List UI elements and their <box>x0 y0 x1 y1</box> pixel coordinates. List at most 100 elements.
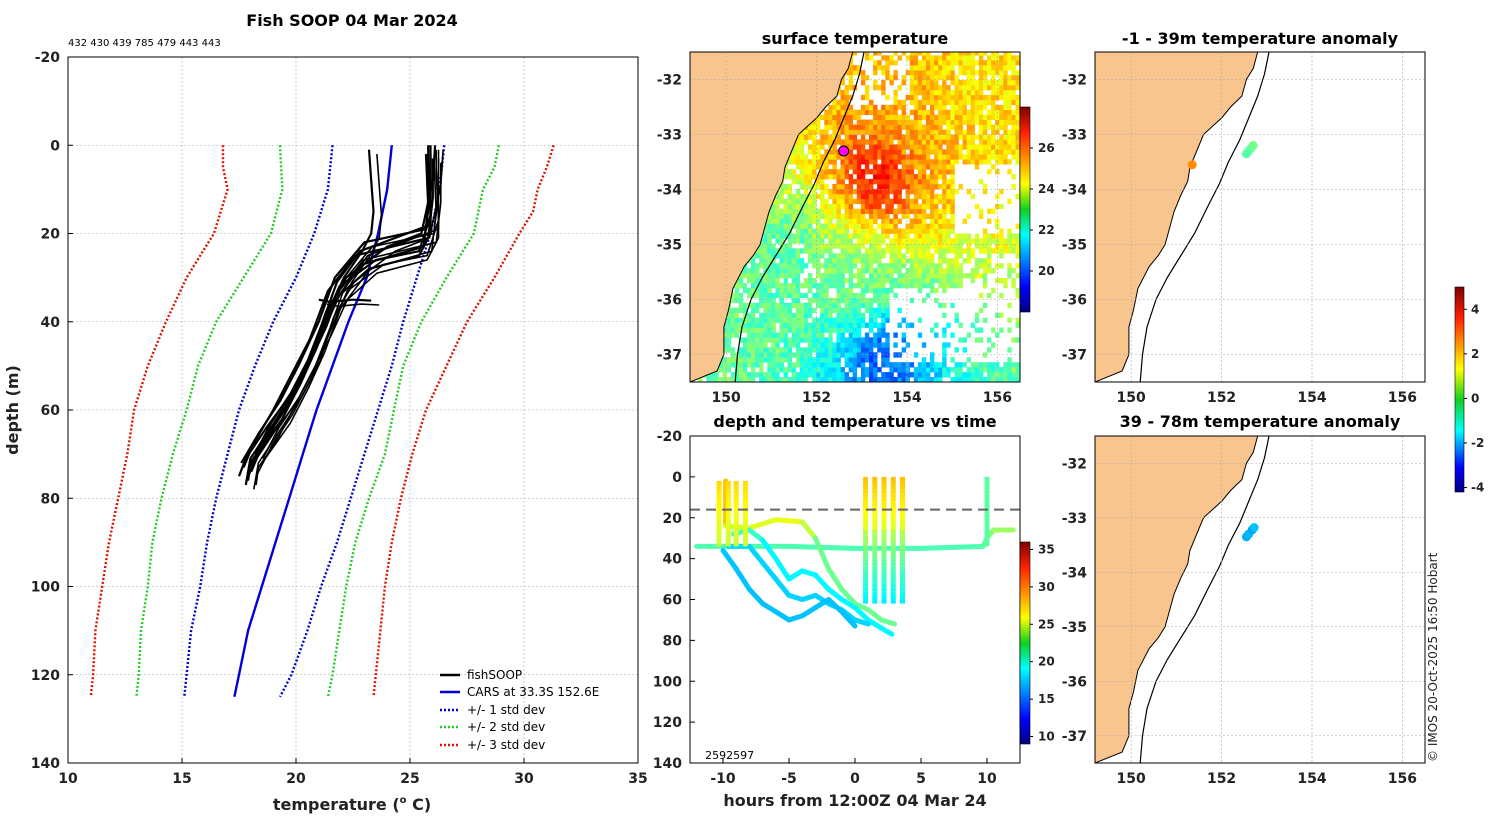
sst-cell <box>856 233 862 239</box>
sst-cell <box>836 109 841 115</box>
sst-cell <box>791 352 797 358</box>
sst-cell <box>759 377 764 382</box>
sst-cell <box>881 65 886 71</box>
sst-cell <box>962 52 967 56</box>
sst-cell <box>836 253 841 259</box>
sst-cell <box>999 94 1004 101</box>
sst-cell <box>836 302 841 309</box>
sst-cell <box>930 99 935 106</box>
sst-cell <box>791 218 797 224</box>
sst-cell <box>913 89 919 96</box>
sst-cell <box>930 94 935 101</box>
sst-cell <box>877 60 882 66</box>
sst-cell <box>824 248 829 254</box>
sst-cell <box>844 377 849 382</box>
td-data <box>690 476 1020 637</box>
sst-cell <box>873 174 878 180</box>
sst-cell <box>962 65 967 71</box>
sst-cell <box>905 124 910 130</box>
sst-cell <box>917 263 923 269</box>
sst-cell <box>958 119 963 125</box>
sst-cell <box>1011 283 1016 289</box>
sst-cell <box>893 134 898 140</box>
sst-cell <box>860 297 866 304</box>
sst-cell <box>934 89 939 96</box>
sst-cell <box>755 357 760 363</box>
sst-cell <box>759 342 764 348</box>
sst-cell <box>738 302 744 309</box>
sst-cell <box>848 362 854 368</box>
sst-cell <box>958 129 963 135</box>
sst-cell <box>946 65 951 71</box>
sst-cell <box>999 372 1004 378</box>
sst-cell <box>751 312 756 318</box>
sst-cell <box>921 253 927 259</box>
td-annotation: 2592597 <box>705 749 754 762</box>
sst-cell <box>873 149 878 155</box>
sst-cell <box>836 193 841 200</box>
sst-cell <box>718 377 723 382</box>
sst-cell <box>954 248 959 254</box>
sst-cell <box>852 198 858 205</box>
sst-cell <box>848 149 854 155</box>
sst-cell <box>970 129 976 135</box>
sst-cell <box>901 238 906 244</box>
sst-cell <box>844 169 849 175</box>
sst-cell <box>934 263 939 269</box>
sst-cell <box>958 94 963 101</box>
sst-cell <box>873 139 878 145</box>
sst-cell <box>722 367 727 373</box>
sst-cell <box>1015 70 1020 76</box>
sst-cell <box>970 65 976 71</box>
sst-cell <box>836 174 841 180</box>
sst-cell <box>901 283 906 289</box>
sst-cell <box>942 94 947 101</box>
sst-cell <box>791 332 797 338</box>
sst-cell <box>958 367 963 373</box>
sst-cell <box>901 184 906 190</box>
sst-cell <box>714 377 719 382</box>
sst-cell <box>812 332 817 338</box>
sst-cell <box>779 287 784 294</box>
sst-cell <box>734 372 740 378</box>
sst-cell <box>873 273 878 279</box>
sst-cell <box>864 307 870 313</box>
sst-cell <box>799 258 805 264</box>
sst-cell <box>852 347 858 353</box>
sst-cell <box>946 233 951 239</box>
sst-cell <box>926 223 931 229</box>
sst-cell <box>889 144 894 150</box>
sst-cell <box>836 228 841 234</box>
sst-cell <box>999 159 1004 165</box>
sst-cell <box>885 179 890 185</box>
sst-cell <box>954 144 959 150</box>
sst-cell <box>820 357 825 363</box>
sst-cell <box>897 228 902 234</box>
sst-cell <box>926 179 931 185</box>
sst-cell <box>869 228 874 234</box>
sst-cell <box>946 89 951 96</box>
sst-cell <box>795 292 801 299</box>
sst-cell <box>1003 75 1008 81</box>
sst-cell <box>767 287 772 294</box>
sst-cell <box>852 139 858 145</box>
sst-cell <box>938 273 943 279</box>
sst-cell <box>958 238 963 244</box>
sst-cell <box>877 307 882 313</box>
sst-cell <box>881 332 886 338</box>
sst-cell <box>950 198 955 205</box>
sst-cell <box>974 99 980 106</box>
sst-cell <box>759 302 764 309</box>
sst-cell <box>763 352 768 358</box>
sst-cell <box>738 367 744 373</box>
sst-cell <box>905 342 910 348</box>
sst-cell <box>783 347 788 353</box>
sst-cell <box>921 139 927 145</box>
sst-cell <box>934 134 939 140</box>
sst-cell <box>897 218 902 224</box>
sst-cell <box>881 233 886 239</box>
sst-cell <box>844 223 849 229</box>
sst-cell <box>775 238 780 244</box>
sst-cell <box>978 362 984 368</box>
sst-cell <box>771 253 776 259</box>
